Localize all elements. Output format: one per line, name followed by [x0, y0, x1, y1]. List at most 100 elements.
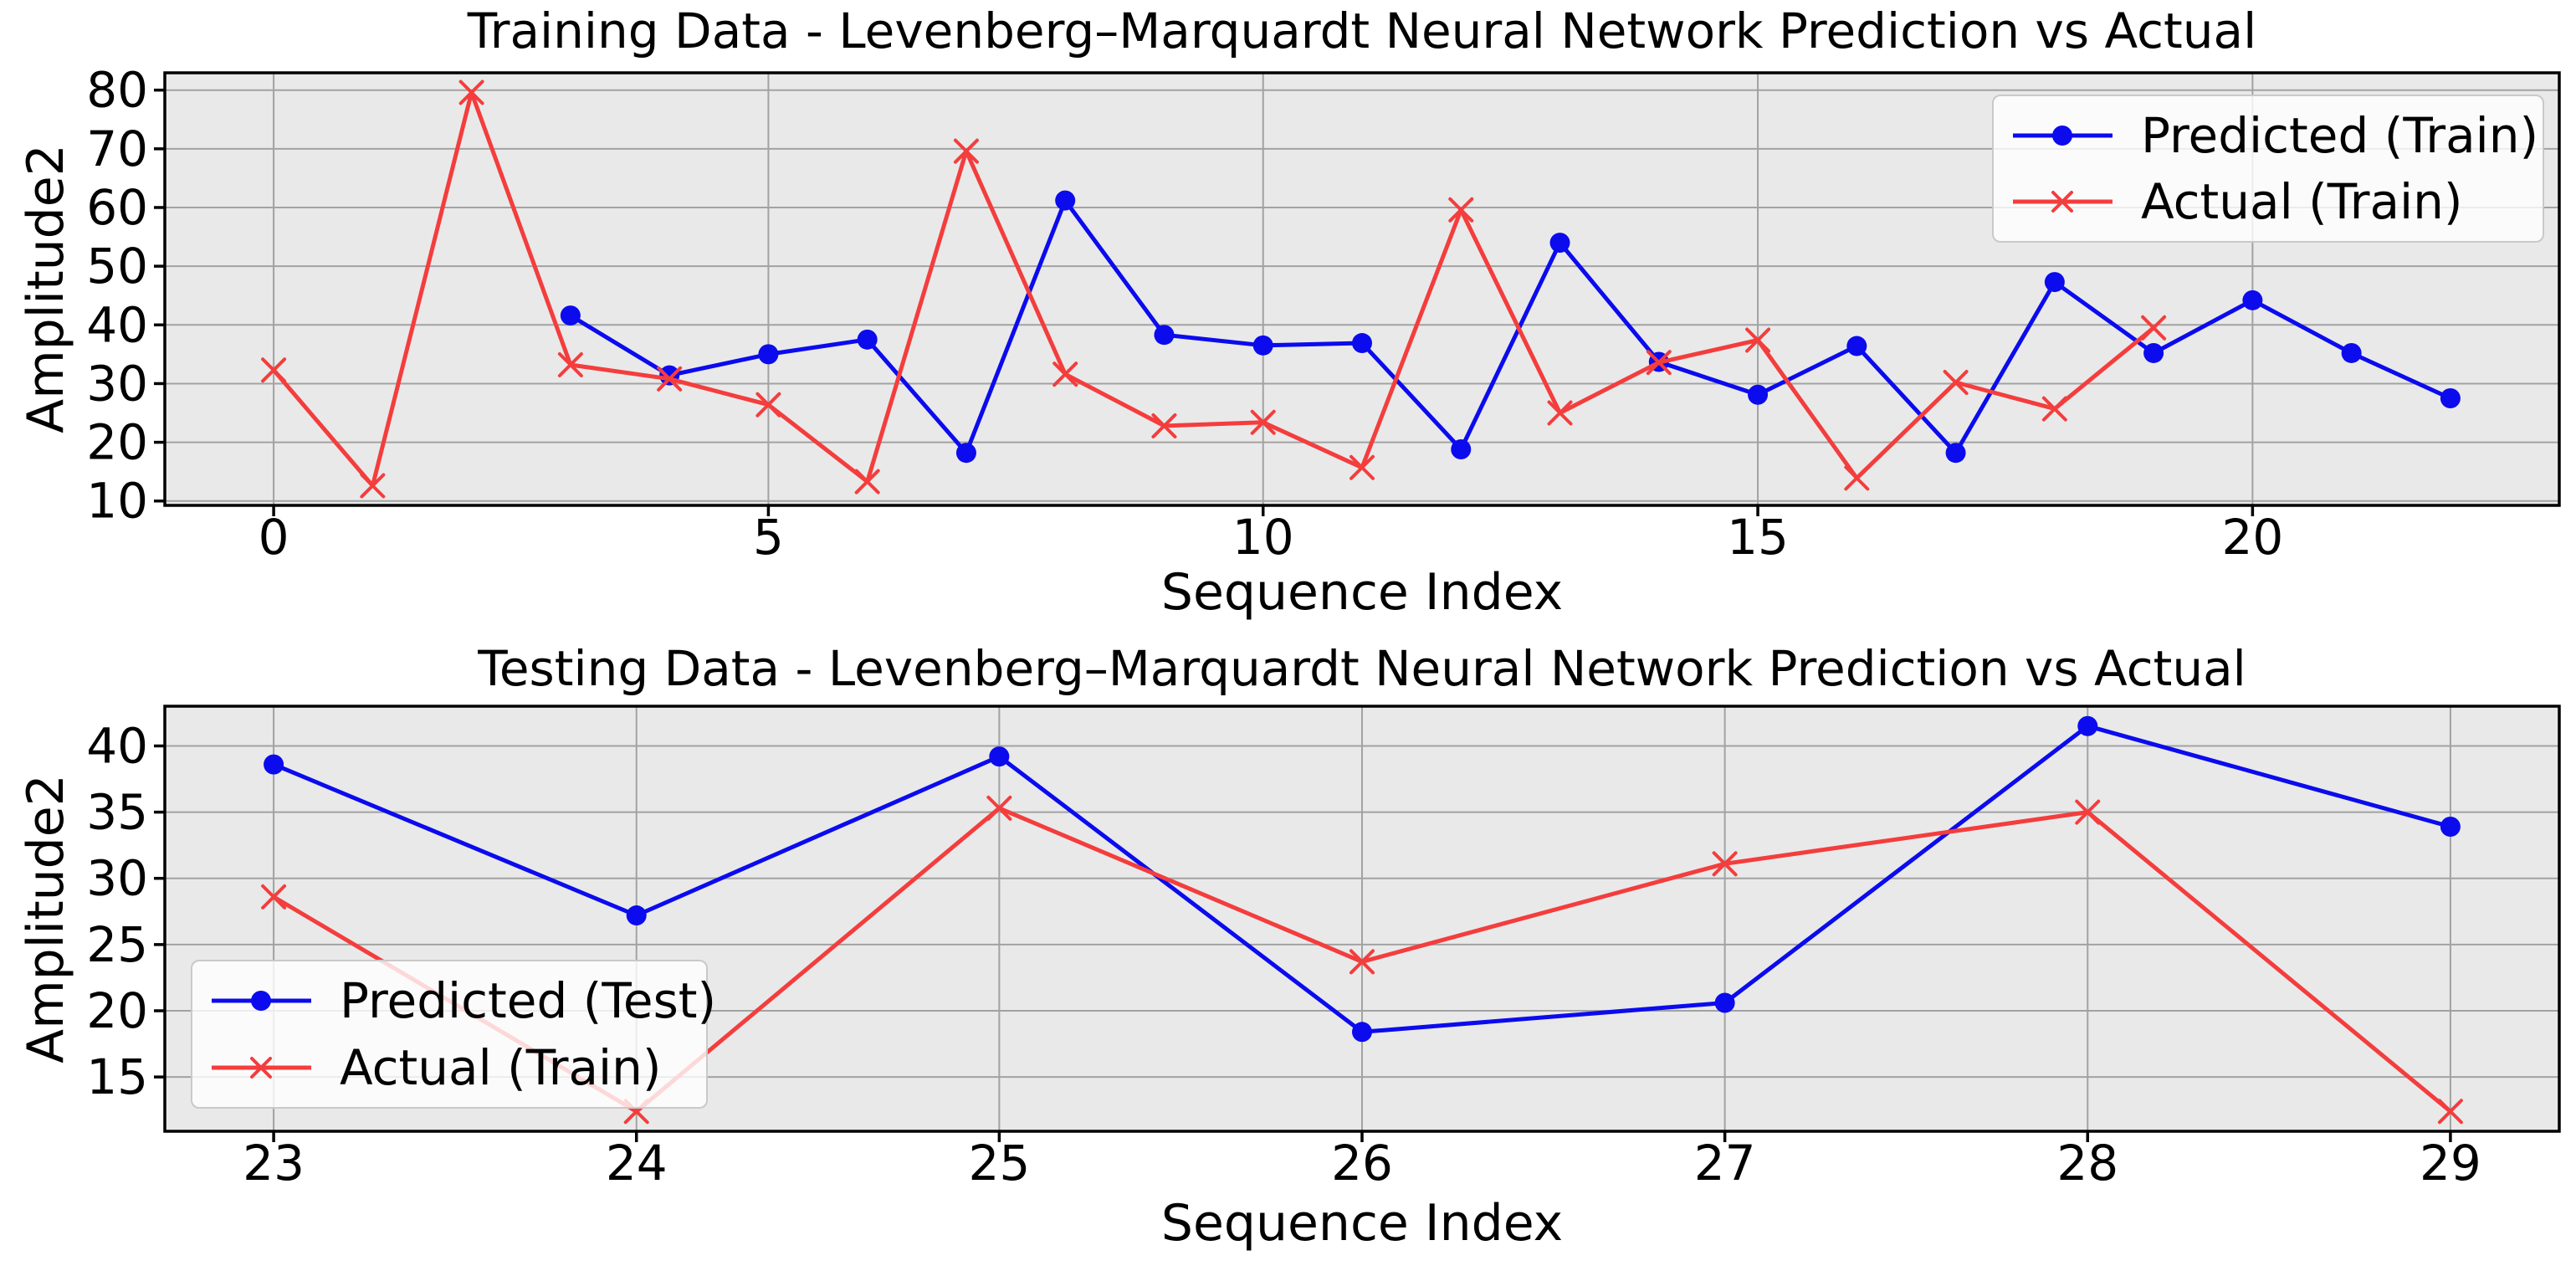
- testing-x-axis-label: Sequence Index: [1160, 1194, 1564, 1253]
- legend-sample-circle: [251, 991, 271, 1012]
- x-tick-label: 29: [2420, 1135, 2481, 1192]
- data-point-circle: [2242, 290, 2263, 310]
- legend-row: Actual (Train): [205, 1041, 706, 1094]
- x-tick-label: 5: [753, 509, 784, 566]
- y-tick-label: 30: [86, 850, 148, 907]
- data-point-x: [261, 884, 287, 910]
- data-point-circle: [2341, 342, 2362, 363]
- y-tick-label: 20: [86, 982, 148, 1039]
- y-tick-label: 70: [86, 120, 148, 177]
- x-tick-label: 28: [2056, 1135, 2118, 1192]
- data-point-circle: [2440, 387, 2461, 408]
- y-tick-label: 30: [86, 355, 148, 412]
- data-point-circle: [2044, 272, 2065, 293]
- legend-label: Predicted (Test): [340, 972, 717, 1030]
- data-point-circle: [2143, 342, 2164, 363]
- x-tick-label: 20: [2221, 509, 2283, 566]
- training-chart-title: Training Data - Levenberg–Marquardt Neur…: [467, 3, 2257, 59]
- data-point-x: [1844, 465, 1870, 491]
- data-point-x: [458, 79, 484, 105]
- predicted-line-marker-icon: [2013, 126, 2113, 146]
- data-point-x: [657, 366, 683, 392]
- data-point-x: [1745, 327, 1771, 353]
- data-point-circle: [1154, 325, 1175, 346]
- data-point-x: [1151, 413, 1177, 438]
- x-tick-label: 23: [243, 1135, 305, 1192]
- data-point-x: [953, 138, 979, 164]
- actual-line-marker-icon: [2013, 191, 2113, 213]
- data-point-x: [2041, 396, 2067, 422]
- chart-area-1: 23 24 25 26 27 28 29 15 20 25 30 35 40: [86, 705, 2561, 1192]
- legend-label: Predicted (Train): [2141, 107, 2539, 164]
- data-point-x: [1943, 370, 1969, 396]
- predicted-line-marker-icon: [212, 991, 311, 1012]
- training-legend: Predicted (Train) Actual (Train): [1992, 95, 2544, 243]
- data-point-circle: [264, 754, 284, 775]
- series-line: [272, 90, 2155, 488]
- data-point-circle: [1549, 233, 1570, 254]
- x-tick-label: 26: [1331, 1135, 1393, 1192]
- data-point-x: [854, 469, 880, 495]
- data-point-x: [1052, 361, 1078, 387]
- x-tick-label: 0: [259, 509, 289, 566]
- data-point-x: [1349, 949, 1375, 975]
- data-point-circle: [857, 329, 878, 350]
- data-point-circle: [1252, 335, 1273, 356]
- data-point-x: [2075, 799, 2101, 825]
- data-point-x: [1547, 400, 1573, 426]
- data-point-circle: [1846, 336, 1867, 356]
- data-point-x: [557, 351, 583, 377]
- y-tick-label: 80: [86, 62, 148, 119]
- data-point-circle: [1945, 443, 1966, 464]
- x-tick-label: 25: [968, 1135, 1030, 1192]
- y-tick-label: 15: [86, 1048, 148, 1105]
- data-point-x: [1349, 454, 1375, 480]
- testing-chart-title: Testing Data - Levenberg–Marquardt Neura…: [478, 640, 2246, 697]
- x-tick-label: 24: [606, 1135, 668, 1192]
- x-tick-label: 15: [1727, 509, 1789, 566]
- data-point-circle: [626, 905, 647, 926]
- y-tick-label: 25: [86, 916, 148, 973]
- data-point-x: [2141, 315, 2167, 341]
- y-tick-label: 35: [86, 784, 148, 841]
- data-point-x: [1250, 409, 1276, 435]
- legend-label: Actual (Train): [340, 1038, 662, 1096]
- y-tick-label: 40: [86, 296, 148, 353]
- y-tick-label: 10: [86, 473, 148, 530]
- data-point-circle: [1055, 190, 1076, 211]
- training-y-axis-label: Amplitude2: [17, 144, 75, 433]
- data-point-x: [1712, 851, 1738, 877]
- data-point-x: [1448, 197, 1474, 223]
- legend-row: Predicted (Test): [205, 974, 716, 1028]
- data-point-circle: [1748, 384, 1769, 405]
- training-x-axis-label: Sequence Index: [1160, 563, 1564, 622]
- legend-sample-x: [250, 1056, 272, 1079]
- legend-row: Predicted (Train): [2006, 109, 2543, 162]
- data-point-circle: [2440, 817, 2461, 838]
- legend-sample-circle: [2052, 126, 2072, 146]
- data-point-circle: [955, 443, 976, 464]
- x-tick-label: 27: [1694, 1135, 1756, 1192]
- testing-y-axis-label: Amplitude2: [17, 774, 75, 1063]
- data-point-circle: [1352, 333, 1372, 354]
- legend-sample-x: [2051, 191, 2073, 213]
- x-tick-label: 10: [1232, 509, 1294, 566]
- data-point-x: [261, 357, 287, 383]
- legend-label: Actual (Train): [2141, 173, 2463, 230]
- y-tick-label: 20: [86, 414, 148, 471]
- data-point-x: [1646, 350, 1672, 376]
- legend-row: Actual (Train): [2006, 175, 2543, 228]
- y-tick-label: 60: [86, 179, 148, 236]
- testing-legend: Predicted (Test) Actual (Train): [191, 960, 716, 1109]
- data-point-x: [360, 473, 386, 499]
- data-point-circle: [758, 344, 779, 365]
- actual-line-marker-icon: [212, 1056, 311, 1079]
- data-point-circle: [1714, 992, 1735, 1013]
- data-point-circle: [1451, 439, 1472, 460]
- data-point-circle: [560, 305, 581, 326]
- data-point-x: [986, 795, 1012, 821]
- data-point-circle: [2077, 715, 2098, 736]
- y-tick-label: 40: [86, 717, 148, 774]
- data-point-circle: [989, 746, 1010, 767]
